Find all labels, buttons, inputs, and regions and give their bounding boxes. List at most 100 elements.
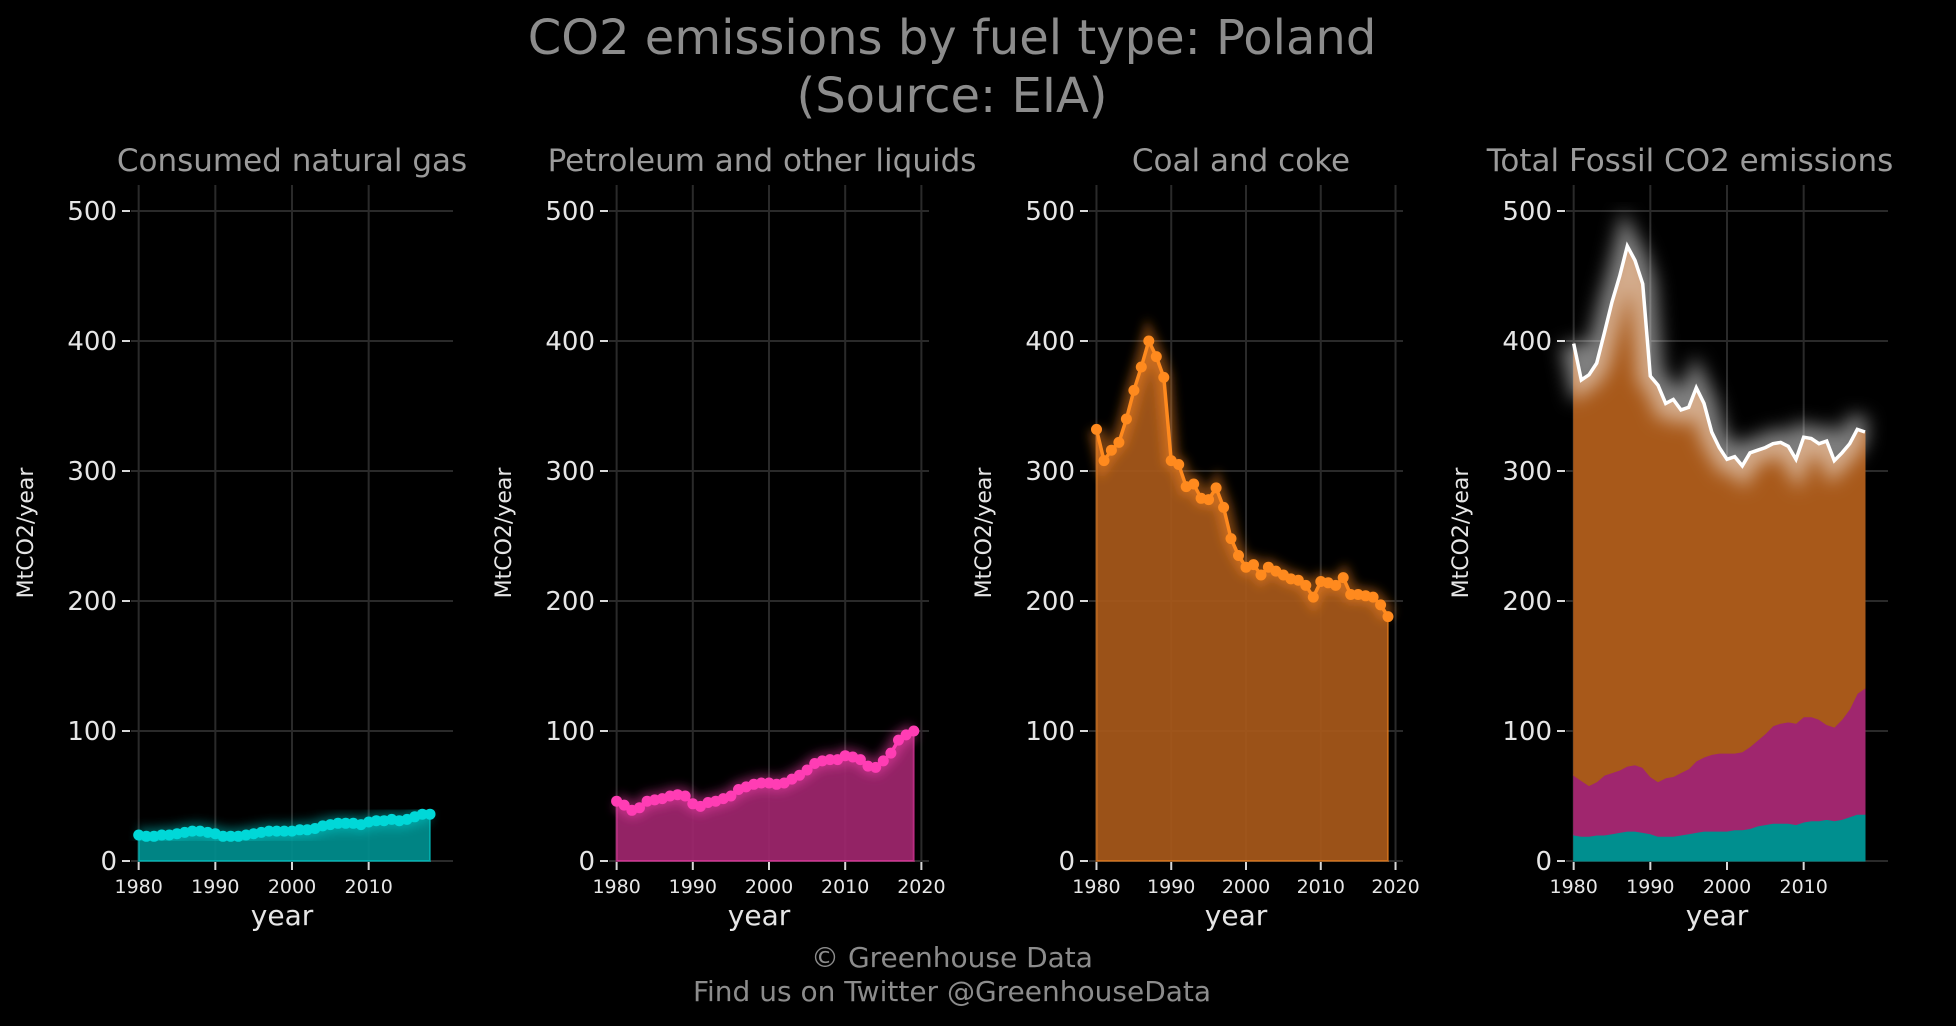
petroleum-point <box>679 790 691 802</box>
natural-gas-point <box>263 825 275 837</box>
natural-gas-point <box>271 825 283 837</box>
x-tick-label: 2020 <box>1371 876 1419 898</box>
petroleum-point <box>725 790 737 802</box>
y-tick-label: 0 <box>1535 847 1552 877</box>
total-line <box>1571 241 1866 469</box>
panel-title: Total Fossil CO2 emissions <box>1486 143 1894 179</box>
petroleum-point <box>877 755 889 767</box>
coal-point <box>1233 550 1244 561</box>
coal-point <box>1330 579 1342 591</box>
natural-gas-point <box>424 808 436 820</box>
coal-point <box>1218 501 1230 513</box>
y-tick-label: 400 <box>545 327 595 357</box>
x-axis-label: year <box>1205 899 1268 932</box>
x-axis-label: year <box>728 899 791 932</box>
coal-point <box>1091 423 1102 435</box>
panel-4: Total Fossil CO2 emissions 0 100 200 300 400 5… <box>1449 143 1893 932</box>
chart-title: CO2 emissions by fuel type: Poland <box>527 10 1377 66</box>
y-tick-label: 100 <box>545 717 595 747</box>
y-tick-label: 100 <box>1502 717 1552 747</box>
natural-gas-point <box>140 830 152 842</box>
y-tick-label: 100 <box>1025 717 1075 747</box>
coal-point <box>1158 371 1170 383</box>
x-tick-label: 1980 <box>1549 876 1597 898</box>
petroleum-point <box>885 747 897 759</box>
natural-gas-point <box>156 829 168 841</box>
y-tick-label: 300 <box>545 457 595 487</box>
x-tick-label: 2010 <box>1779 876 1827 898</box>
natural-gas-point <box>225 830 237 842</box>
coal-point <box>1135 361 1147 373</box>
coal-point <box>1255 569 1267 581</box>
y-tick-label: 200 <box>1025 587 1075 617</box>
y-tick-label: 500 <box>1025 197 1075 227</box>
coal-point <box>1143 335 1155 347</box>
natural-gas-point <box>332 817 344 829</box>
x-tick-label: 1980 <box>1072 876 1120 898</box>
coal-point <box>1307 591 1319 603</box>
coal-point <box>1098 455 1110 467</box>
y-axis-label: MtCO2/year <box>1449 467 1474 599</box>
natural-gas-point <box>186 825 198 837</box>
panel-1: Consumed natural gas 0 100 200 300 400 500 1980… <box>14 143 467 932</box>
petroleum-point <box>618 799 630 811</box>
y-tick-label: 500 <box>1502 197 1552 227</box>
x-tick-label: 1990 <box>191 876 239 898</box>
coal-point <box>1248 559 1259 571</box>
coal-point <box>1120 413 1132 425</box>
y-tick-label: 400 <box>67 327 117 357</box>
coal-point <box>1188 478 1200 490</box>
coal-area <box>1095 338 1389 862</box>
x-tick-label: 2000 <box>1703 876 1751 898</box>
y-tick-label: 400 <box>1025 327 1075 357</box>
y-tick-label: 0 <box>1058 847 1075 877</box>
coal-point <box>1210 482 1222 494</box>
coal-point <box>1337 572 1349 584</box>
y-tick-label: 400 <box>1502 327 1552 357</box>
natural-gas-point <box>370 815 382 827</box>
petroleum-point <box>634 802 645 814</box>
coal-point <box>1173 459 1185 470</box>
y-tick-label: 300 <box>1025 457 1075 487</box>
petroleum-point <box>755 777 767 789</box>
petroleum-point <box>801 764 813 776</box>
x-tick-label: 2000 <box>745 876 793 898</box>
y-tick-label: 200 <box>545 587 595 617</box>
panel-title: Coal and coke <box>1132 143 1350 179</box>
x-tick-label: 1980 <box>592 876 640 898</box>
coal-point <box>1375 599 1387 611</box>
coal-point <box>1225 533 1237 545</box>
coal-point <box>1382 611 1394 623</box>
coal-point <box>1367 591 1379 603</box>
petroleum-point <box>908 725 920 737</box>
y-axis-label: MtCO2/year <box>14 467 39 599</box>
y-tick-label: 300 <box>67 457 117 487</box>
coal-point <box>1128 384 1140 396</box>
x-tick-label: 2000 <box>268 876 316 898</box>
panel-3: Coal and coke 0 100 200 300 400 500 1980 1990 200… <box>972 143 1420 932</box>
y-tick-label: 0 <box>100 847 117 877</box>
natural-gas-point <box>294 824 306 836</box>
footer-twitter: Find us on Twitter @GreenhouseData <box>692 975 1212 1008</box>
panel-2: Petroleum and other liquids 0 100 200 300 400… <box>492 143 976 932</box>
y-tick-label: 500 <box>67 197 117 227</box>
chart-subtitle: (Source: EIA) <box>796 68 1108 124</box>
x-axis-label: year <box>1686 899 1749 932</box>
coal-point <box>1203 494 1215 506</box>
coal-point <box>1300 579 1312 591</box>
x-tick-label: 2020 <box>897 876 945 898</box>
panel-title: Petroleum and other liquids <box>548 143 977 179</box>
panel-title: Consumed natural gas <box>117 143 467 179</box>
x-tick-label: 2010 <box>1297 876 1345 898</box>
coal-point <box>1150 351 1162 363</box>
natural-gas-point <box>278 825 290 837</box>
x-tick-label: 2000 <box>1222 876 1270 898</box>
x-tick-label: 1990 <box>669 876 717 898</box>
y-tick-label: 100 <box>67 717 117 747</box>
x-tick-label: 1990 <box>1626 876 1674 898</box>
coal-point <box>1113 436 1125 448</box>
y-tick-label: 0 <box>578 847 595 877</box>
coal-point <box>1105 444 1117 456</box>
petroleum-point <box>854 754 866 766</box>
